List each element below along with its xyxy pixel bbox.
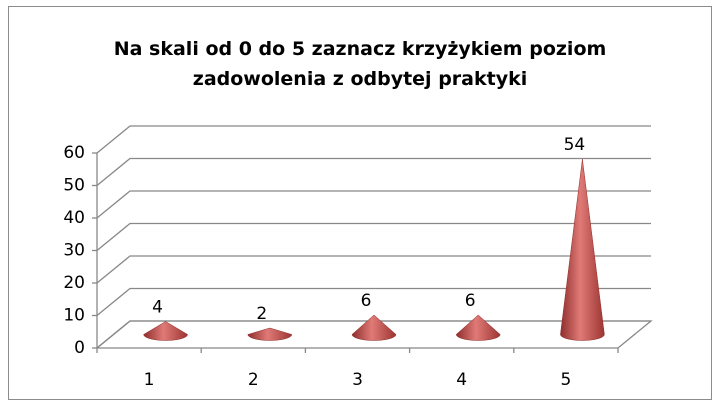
y-tick-label: 50	[63, 176, 85, 196]
grid-line	[96, 222, 651, 252]
grid-line	[96, 287, 651, 317]
x-tick-label: 4	[456, 370, 467, 390]
data-label: 6	[465, 291, 476, 311]
y-tick-label: 60	[63, 143, 85, 163]
y-tick-label: 20	[63, 273, 85, 293]
cone	[247, 327, 293, 341]
cone	[351, 314, 397, 341]
x-tick-label: 5	[560, 370, 571, 390]
y-tick-label: 0	[74, 338, 85, 358]
grid-line	[96, 255, 651, 284]
y-tick-label: 10	[63, 306, 85, 326]
data-label: 6	[361, 291, 372, 311]
data-label: 2	[256, 304, 267, 324]
x-tick-label: 1	[144, 370, 155, 390]
cone	[560, 158, 605, 341]
cone	[455, 314, 501, 341]
x-tick-label: 3	[352, 370, 363, 390]
grid-line	[96, 125, 651, 154]
grid-line	[96, 157, 651, 187]
grid-line	[96, 190, 651, 219]
x-tick-label: 2	[248, 370, 259, 390]
data-label: 54	[564, 135, 586, 155]
y-tick-label: 40	[63, 208, 85, 228]
y-tick-label: 30	[63, 241, 85, 261]
chart-title: Na skali od 0 do 5 zaznacz krzyżykiem po…	[113, 38, 607, 90]
data-label: 4	[152, 298, 163, 318]
cone	[143, 321, 188, 341]
